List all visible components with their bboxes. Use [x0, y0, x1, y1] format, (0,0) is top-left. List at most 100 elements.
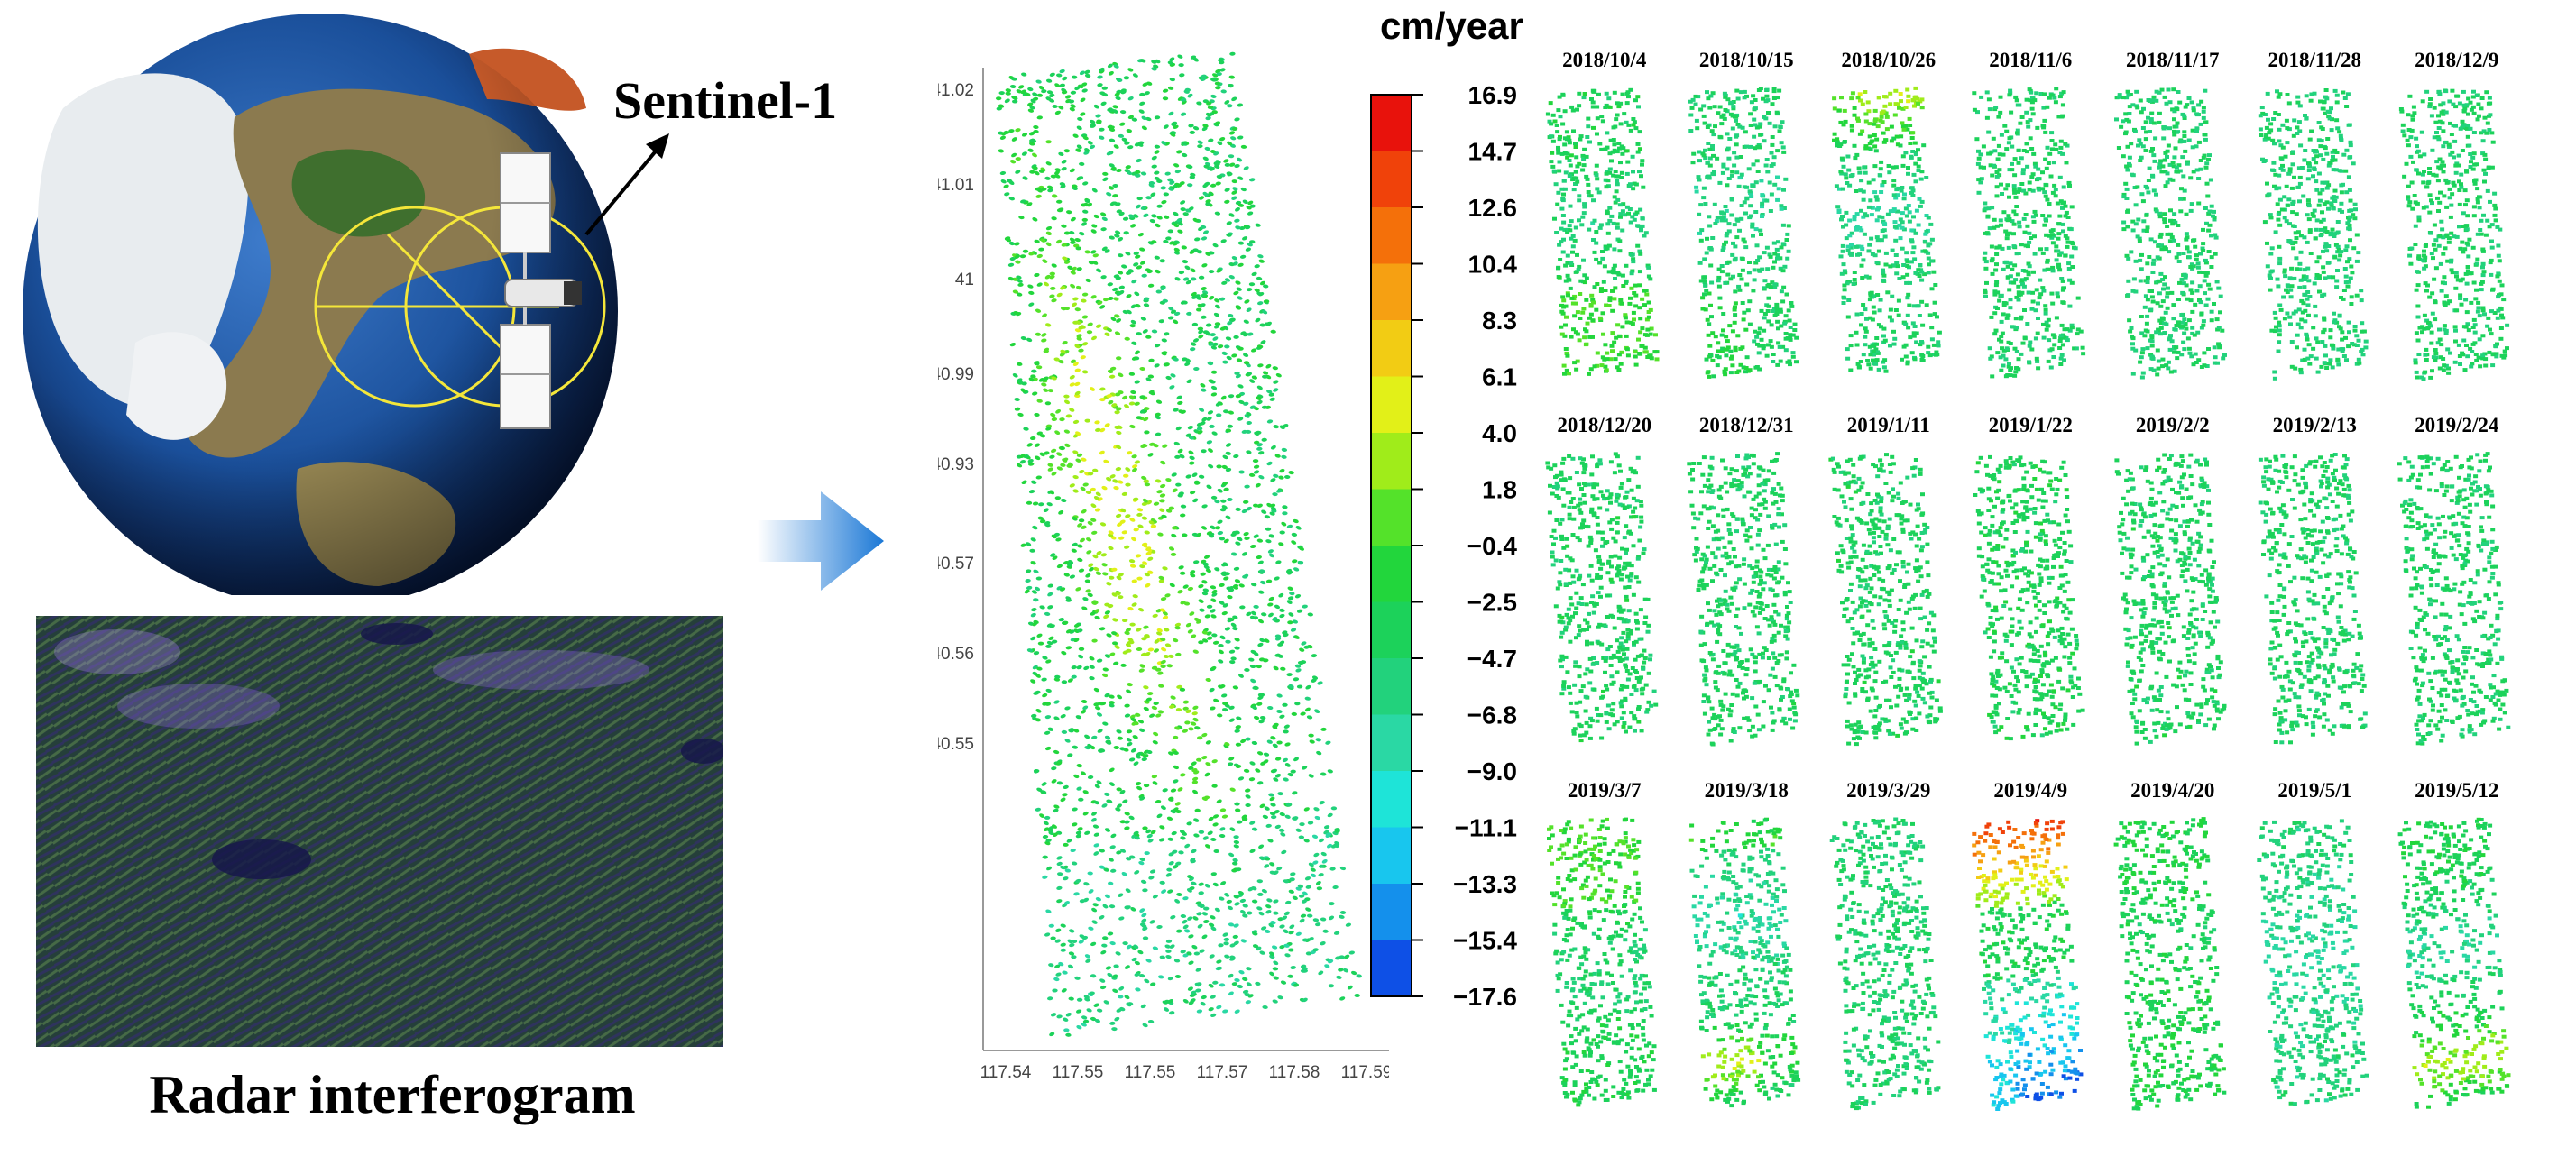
panel-date-label: 2018/11/28: [2268, 49, 2361, 71]
colorbar-tick-label: −17.6: [1453, 983, 1517, 1011]
colorbar-segment: [1371, 207, 1412, 264]
colorbar-tick-label: −13.3: [1453, 870, 1517, 898]
colorbar-segment: [1371, 658, 1412, 715]
colorbar-tick-label: −11.1: [1455, 814, 1517, 842]
panel-date-label: 2018/10/15: [1699, 49, 1794, 71]
earth-globe-illustration: [23, 14, 669, 595]
panel-date-label: 2019/3/18: [1705, 779, 1789, 802]
panel-date-label: 2019/1/11: [1847, 414, 1930, 436]
deformation-panel: [2113, 817, 2227, 1111]
panel-date-label: 2018/10/26: [1841, 49, 1936, 71]
colorbar-tick-label: 6.1: [1482, 363, 1517, 391]
colorbar-segment: [1371, 151, 1412, 207]
colorbar-segment: [1371, 95, 1412, 151]
colorbar-tick-label: 4.0: [1482, 419, 1517, 447]
map-x-tick-label: 117.59: [1341, 1063, 1389, 1082]
panel-date-label: 2019/5/12: [2415, 779, 2498, 802]
deformation-panel: [2258, 453, 2368, 745]
colorbar-tick-label: −6.8: [1467, 702, 1517, 729]
dark-blob: [212, 839, 311, 879]
deformation-panel: [1972, 819, 2084, 1111]
deformation-panel: [1829, 817, 1941, 1111]
map-x-tick-label: 117.55: [1125, 1063, 1176, 1082]
panel-date-label: 2019/2/24: [2415, 414, 2499, 436]
panel-date-label: 2019/4/9: [1993, 779, 2067, 802]
deformation-panel: [1547, 817, 1657, 1107]
colorbar-segment: [1371, 714, 1412, 771]
colorbar-segment: [1371, 376, 1412, 433]
colorbar-segment: [1371, 320, 1412, 377]
panel-date-label: 2018/12/31: [1699, 414, 1794, 436]
map-x-tick-label: 117.55: [1053, 1063, 1104, 1082]
deformation-panel: [2397, 452, 2511, 746]
colorbar-tick-label: −4.7: [1467, 645, 1517, 673]
deformation-panel: [1688, 87, 1799, 379]
satellite-label: Sentinel-1: [613, 71, 838, 130]
colorbar: 16.9 14.7 12.6 10.4 8.3 6.1 4.0 1.8 −0.4 −2.5 −4.7…: [1370, 86, 1518, 1011]
colorbar-segment: [1371, 489, 1412, 546]
panel-date-label: 2018/12/9: [2415, 49, 2498, 71]
deformation-panel: [1545, 452, 1659, 743]
map-x-tick-label: 117.54: [980, 1063, 1032, 1082]
label-pointer-arrowhead: [646, 133, 669, 159]
satellite-icon: [500, 152, 582, 429]
colorbar-tick-label: 1.8: [1482, 476, 1517, 504]
deformation-panel: [1828, 453, 1943, 747]
panel-date-label: 2019/3/29: [1846, 779, 1930, 802]
time-series-panel-grid: 2018/10/4 2018/10/15 2018/10/26 2018/11/6 20…: [1545, 49, 2511, 1111]
deformation-panel: [2397, 817, 2511, 1109]
colorbar-segment: [1371, 601, 1412, 658]
colorbar-segment: [1371, 546, 1412, 602]
deformation-panel: [2114, 87, 2227, 380]
colorbar-title: cm/year: [1380, 5, 1523, 47]
map-y-tick-label: 40.57: [938, 555, 974, 573]
map-y-tick-label: 40.56: [938, 645, 974, 664]
deformation-panel: [1832, 86, 1942, 373]
colorbar-segment: [1371, 827, 1412, 884]
panel-date-label: 2019/3/7: [1568, 779, 1642, 802]
panel-date-label: 2019/2/13: [2273, 414, 2357, 436]
colorbar-tick-label: 8.3: [1482, 307, 1517, 335]
colorbar-tick-label: −9.0: [1467, 757, 1517, 785]
panel-date-label: 2018/12/20: [1557, 414, 1651, 436]
deformation-panel: [1688, 817, 1801, 1108]
interferogram-caption: Radar interferogram: [149, 1065, 636, 1124]
panel-date-label: 2019/1/22: [1989, 414, 2073, 436]
map-y-tick-label: 40.99: [938, 365, 974, 384]
radar-interferogram-image: [36, 616, 723, 1047]
deformation-swath: [996, 51, 1362, 1037]
map-y-tick-label: 41.01: [938, 176, 974, 195]
colorbar-segment: [1371, 771, 1412, 828]
panel-date-label: 2018/10/4: [1562, 49, 1647, 71]
colorbar-tick-label: 16.9: [1468, 86, 1518, 109]
deformation-panel: [2258, 88, 2369, 381]
colorbar-segment: [1371, 263, 1412, 320]
panel-date-label: 2019/4/20: [2130, 779, 2214, 802]
deformation-panel: [1545, 87, 1660, 376]
map-y-tick-label: 40.55: [938, 735, 974, 754]
colorbar-segment: [1371, 433, 1412, 490]
panel-date-label: 2019/5/1: [2277, 779, 2351, 802]
map-x-tick-label: 117.58: [1269, 1063, 1320, 1082]
panel-date-label: 2018/11/6: [1989, 49, 2072, 71]
colorbar-segment: [1371, 884, 1412, 940]
panel-date-label: 2019/2/2: [2136, 414, 2210, 436]
map-x-tick-label: 117.57: [1197, 1063, 1248, 1082]
flow-arrow-icon: [758, 491, 884, 591]
colorbar-tick-label: 10.4: [1468, 251, 1518, 279]
map-y-tick-label: 41: [955, 271, 974, 289]
label-pointer-line: [584, 141, 665, 236]
deformation-panel: [2257, 819, 2369, 1106]
deformation-panel: [1972, 87, 2086, 379]
colorbar-segment: [1371, 940, 1412, 996]
deformation-panel: [1687, 452, 1800, 747]
colorbar-tick-label: −0.4: [1467, 532, 1518, 560]
map-y-tick-label: 41.02: [938, 81, 974, 100]
colorbar-tick-label: −2.5: [1467, 589, 1517, 617]
deformation-panel: [2114, 453, 2227, 746]
panel-date-label: 2018/11/17: [2126, 49, 2220, 71]
colorbar-tick-label: 12.6: [1468, 194, 1518, 222]
deformation-panel: [2398, 88, 2510, 381]
colorbar-tick-label: −15.4: [1453, 927, 1517, 955]
colorbar-tick-label: 14.7: [1468, 138, 1518, 166]
